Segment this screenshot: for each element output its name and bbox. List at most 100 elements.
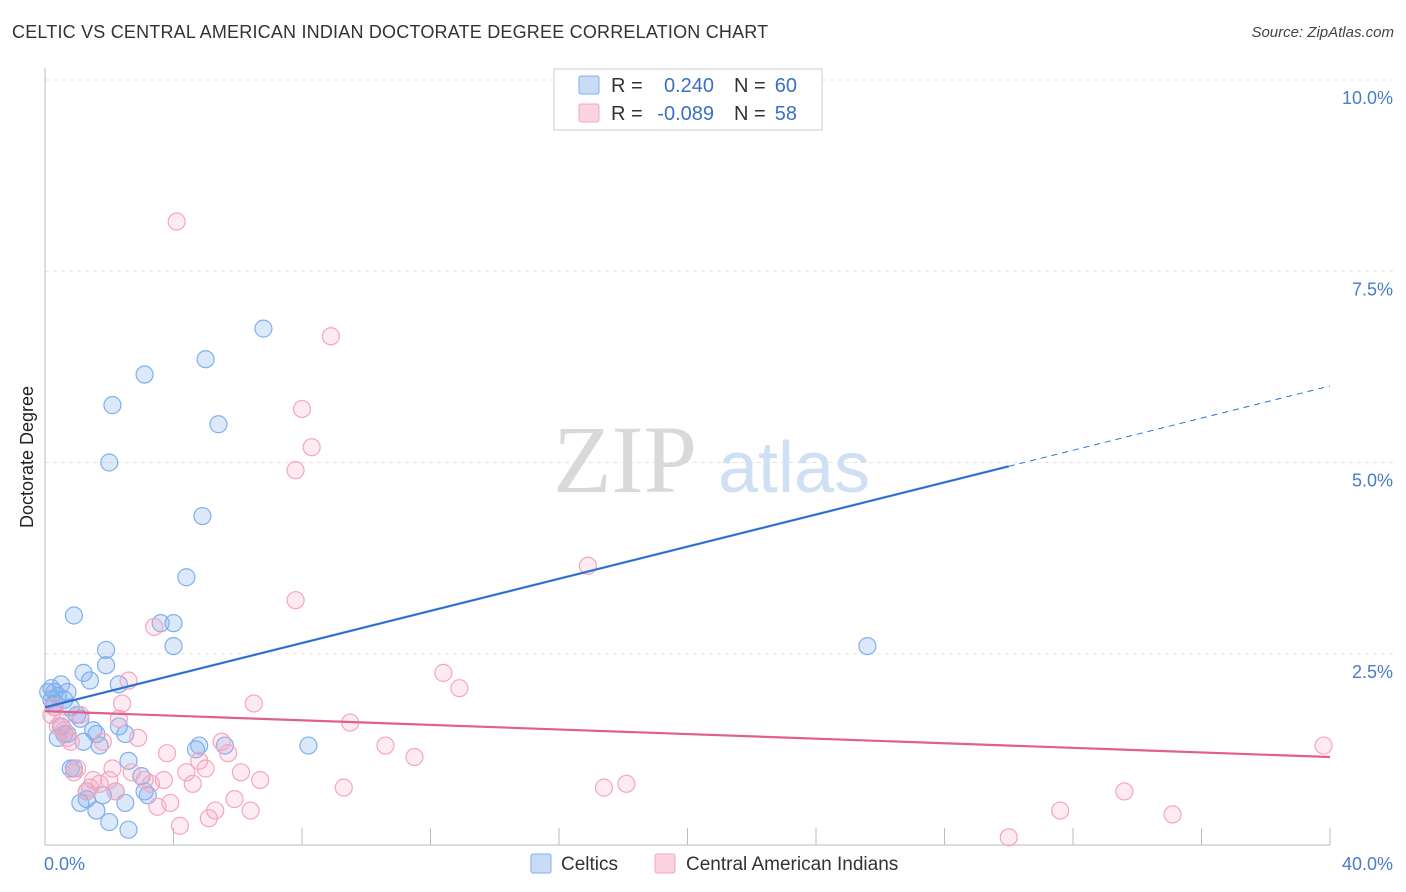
celtics-point-25 (87, 801, 106, 820)
legend-r-label-central-american-indians: R = (611, 103, 643, 125)
central-american-indians-point-55 (450, 679, 469, 698)
central-american-indians-point-45 (286, 591, 305, 610)
legend-n-label-central-american-indians: N = (734, 103, 766, 125)
central-american-indians-point-15 (100, 770, 119, 790)
celtics-point-30 (96, 656, 116, 675)
celtics-point-43 (135, 365, 154, 384)
central-american-indians-point-29 (161, 793, 180, 813)
bottom-legend-swatch-celtics (530, 853, 552, 874)
y-tick-label-0: 2.5% (1352, 662, 1393, 682)
celtics-point-46 (164, 614, 183, 633)
x-tick-label-right: 40.0% (1342, 854, 1393, 874)
celtics-trend-line (44, 465, 1010, 709)
central-american-indians-point-59 (999, 828, 1018, 847)
chart-title: CELTIC VS CENTRAL AMERICAN INDIAN DOCTOR… (12, 22, 769, 42)
celtics-point-50 (190, 736, 209, 755)
legend-swatch-central-american-indians (578, 103, 600, 123)
legend-n-value-central-american-indians: 58 (775, 103, 797, 125)
central-american-indians-point-6 (61, 732, 80, 751)
central-american-indians-point-16 (103, 759, 122, 778)
legend-r-value-central-american-indians: -0.089 (657, 103, 714, 125)
celtics-point-33 (103, 396, 122, 415)
legend-r-value-celtics: 0.240 (664, 75, 714, 97)
central-american-indians-point-17 (106, 782, 125, 801)
series-legend: Celtics Central American Indians (530, 853, 898, 875)
watermark-zip: ZIP (553, 406, 697, 513)
y-tick-label-1: 5.0% (1352, 471, 1393, 491)
celtics-point-59 (71, 709, 90, 728)
celtics-point-57 (858, 636, 877, 656)
bottom-legend-swatch-central-american-indians (654, 853, 676, 874)
central-american-indians-point-42 (241, 801, 260, 820)
grid-lines (45, 79, 1395, 655)
central-american-indians-point-53 (405, 747, 424, 767)
axes (44, 68, 1331, 846)
central-american-indians-point-58 (617, 774, 636, 793)
central-american-indians-point-48 (302, 438, 321, 457)
x-tick-label-left: 0.0% (44, 854, 85, 874)
central-american-indians-point-41 (231, 763, 251, 782)
legend-swatch-celtics (578, 75, 600, 95)
celtics-point-32 (100, 812, 119, 832)
central-american-indians-point-60 (1051, 801, 1070, 820)
celtics-point-51 (193, 506, 212, 526)
celtics-point-29 (96, 640, 116, 660)
central-american-indians-point-40 (225, 789, 244, 809)
central-american-indians-point-19 (112, 694, 132, 713)
central-american-indians-point-9 (71, 705, 90, 725)
celtics-point-23 (80, 671, 100, 690)
celtics-point-52 (196, 350, 215, 369)
central-american-indians-point-46 (286, 461, 305, 480)
legend-r-label-celtics: R = (611, 75, 643, 97)
celtics-point-39 (119, 820, 138, 839)
bottom-legend-label-central-american-indians: Central American Indians (686, 854, 898, 875)
central-american-indians-point-62 (1163, 805, 1182, 824)
y-axis-label: Doctorate Degree (17, 386, 37, 528)
legend-n-label-celtics: N = (734, 75, 766, 97)
central-american-indians-point-14 (93, 732, 112, 751)
watermark: ZIP atlas (553, 406, 870, 513)
central-american-indians-point-39 (219, 744, 238, 763)
celtics-point-48 (177, 568, 196, 587)
central-american-indians-point-49 (321, 327, 341, 346)
central-american-indians-point-63 (1314, 736, 1333, 755)
central-american-indians-point-47 (292, 399, 312, 419)
trend-lines (44, 385, 1331, 759)
y-tick-label-2: 7.5% (1352, 279, 1393, 299)
tick-labels: 2.5% 5.0% 7.5% 10.0% 0.0% 40.0% (44, 88, 1393, 874)
celtics-point-55 (254, 319, 273, 338)
central-american-indians-point-28 (157, 744, 177, 763)
stats-legend: R = 0.240 N = 60 R = -0.089 N = 58 (553, 68, 823, 131)
central-american-indians-point-44 (251, 770, 270, 790)
legend-n-value-celtics: 60 (775, 75, 797, 97)
central-american-indians-point-22 (129, 728, 148, 748)
central-american-indians-point-13 (90, 774, 109, 793)
central-american-indians-point-8 (68, 759, 87, 778)
watermark-atlas: atlas (718, 428, 870, 508)
central-american-indians-point-33 (183, 774, 202, 793)
central-american-indians-point-35 (196, 759, 215, 778)
central-american-indians-point-57 (594, 778, 614, 797)
central-american-indians-trend-line (44, 710, 1331, 759)
celtics-point-56 (299, 736, 318, 755)
celtics-point-15 (64, 606, 84, 625)
bottom-legend-label-celtics: Celtics (561, 854, 618, 875)
central-american-indians-point-27 (154, 770, 173, 790)
central-american-indians-point-30 (167, 212, 186, 231)
celtics-point-53 (209, 415, 228, 434)
central-american-indians-point-50 (334, 778, 353, 797)
central-american-indians-point-43 (244, 694, 263, 713)
celtics-trend-extension (1008, 385, 1331, 467)
y-tick-label-3: 10.0% (1342, 88, 1393, 108)
celtics-point-47 (164, 636, 183, 656)
celtics-point-40 (119, 751, 138, 770)
central-american-indians-point-31 (170, 816, 190, 835)
central-american-indians-point-25 (145, 617, 164, 637)
central-american-indians-point-32 (177, 763, 196, 782)
celtics-point-31 (100, 453, 119, 472)
central-american-indians-point-38 (212, 732, 231, 751)
source-label: Source: ZipAtlas.com (1251, 24, 1394, 41)
central-american-indians-point-37 (206, 801, 225, 820)
central-american-indians-point-61 (1115, 782, 1134, 801)
